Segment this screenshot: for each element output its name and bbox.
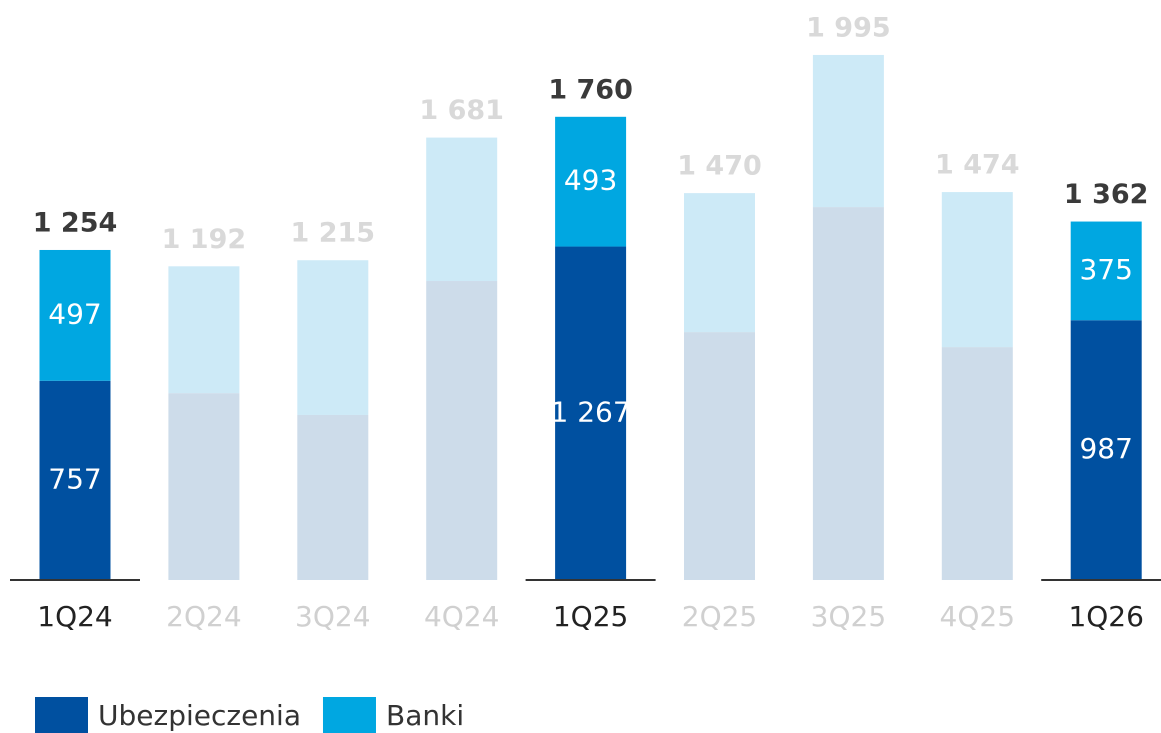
legend-swatch	[322, 697, 376, 733]
total-label: 1 995	[806, 12, 891, 43]
total-label: 1 681	[419, 95, 504, 126]
bar-segment	[1070, 221, 1142, 321]
x-tick-label: 1Q24	[37, 600, 112, 633]
value-label: 497	[48, 297, 101, 330]
bar-segment	[426, 137, 498, 282]
total-label: 1 470	[677, 151, 762, 182]
total-label: 1 192	[162, 224, 247, 255]
bar-segment	[555, 246, 627, 580]
bar-segment	[684, 332, 755, 580]
x-tick-label: 3Q25	[811, 600, 886, 633]
total-label: 1 362	[1064, 179, 1149, 210]
x-tick-label: 3Q24	[295, 600, 370, 633]
value-label: 375	[1079, 253, 1132, 286]
total-label: 1 215	[291, 218, 376, 249]
x-tick-label: 4Q25	[940, 600, 1015, 633]
legend-label: Ubezpieczenia	[98, 699, 301, 732]
bar-segment	[555, 116, 627, 247]
bar-segment	[941, 347, 1013, 580]
total-label: 1 254	[33, 207, 118, 238]
bar-segment	[39, 380, 111, 580]
value-label: 493	[564, 164, 617, 197]
bar-segment	[39, 249, 111, 381]
bar-segment	[297, 414, 369, 580]
bar-segment	[168, 393, 240, 580]
value-label: 757	[48, 462, 101, 495]
bar-segment	[812, 54, 884, 208]
x-tick-label: 1Q26	[1068, 600, 1143, 633]
value-label: 987	[1079, 432, 1132, 465]
bar-segment	[812, 207, 884, 581]
bar-segment	[426, 281, 498, 580]
x-tick-label: 4Q24	[424, 600, 499, 633]
x-tick-label: 2Q24	[166, 600, 241, 633]
bar-segment	[941, 192, 1013, 348]
value-label: 1 267	[551, 395, 631, 428]
bar-segment	[168, 266, 240, 394]
total-label: 1 474	[935, 150, 1020, 181]
legend-swatch	[35, 697, 88, 733]
total-label: 1 760	[548, 74, 633, 105]
x-tick-label: 2Q25	[682, 600, 757, 633]
x-tick-label: 1Q25	[553, 600, 628, 633]
legend-label: Banki	[386, 699, 464, 732]
bar-segment	[684, 193, 755, 333]
bar-segment	[1070, 320, 1142, 580]
bar-segment	[297, 260, 369, 415]
